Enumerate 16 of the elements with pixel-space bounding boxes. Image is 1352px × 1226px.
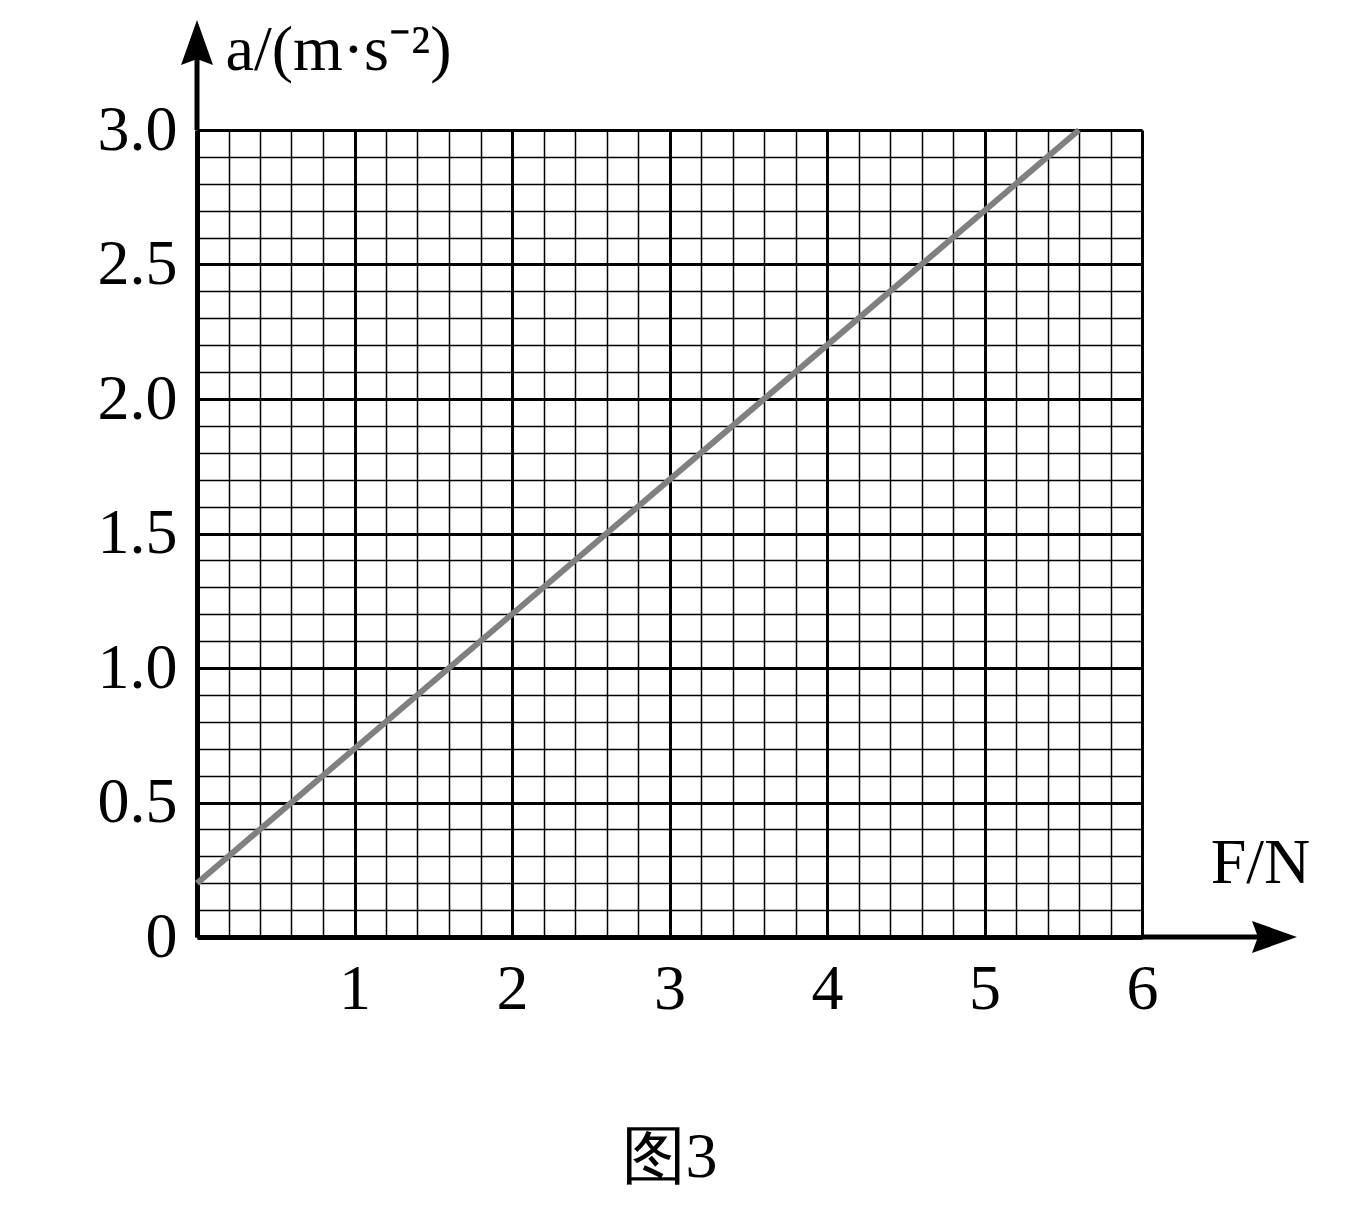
y-tick-label: 0.5 [97, 765, 178, 836]
text: 图3 [621, 1120, 718, 1191]
x-tick-label: 3 [654, 951, 686, 1023]
y-tick-label: 1.5 [97, 496, 178, 567]
y-tick-label: 2.0 [97, 361, 178, 433]
x-tick-label: 6 [1126, 951, 1159, 1023]
x-axis-title: F/N [1210, 825, 1311, 897]
x-tick-label: 5 [969, 951, 1001, 1023]
y-tick-label: 1.0 [97, 630, 178, 702]
y-tick-label: 2.5 [97, 227, 178, 298]
x-tick-label: 4 [811, 951, 844, 1023]
x-tick-label: 1 [339, 951, 371, 1023]
x-tick-label: 2 [496, 951, 529, 1023]
y-tick-label: 3.0 [97, 92, 178, 164]
y-axis-title: a/(m·s⁻²) [225, 12, 452, 84]
y-tick-label: 0 [145, 899, 178, 971]
